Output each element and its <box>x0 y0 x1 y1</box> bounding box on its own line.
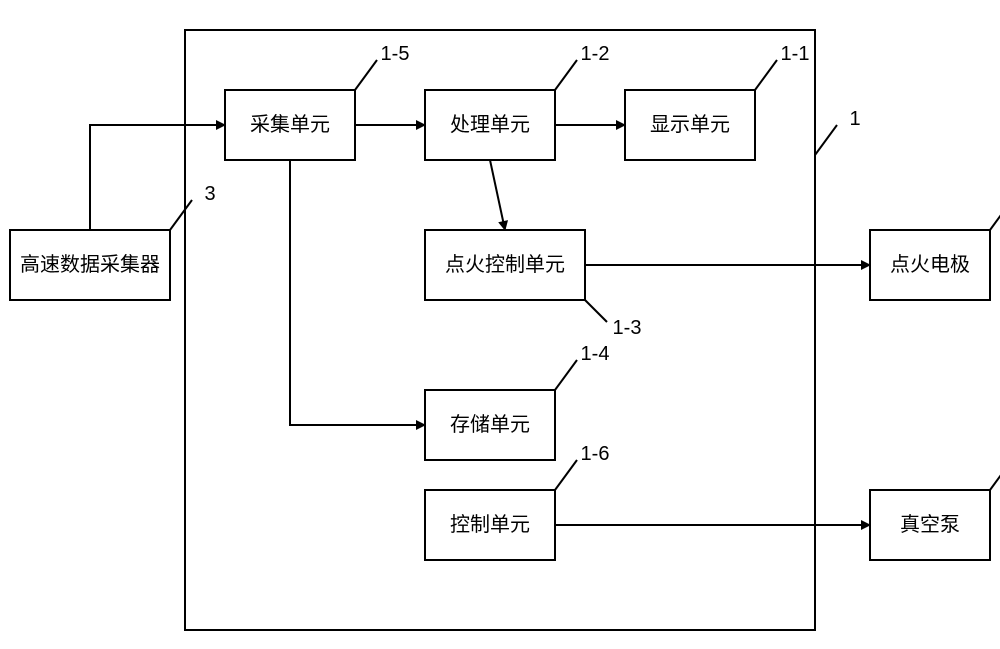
num-outer: 1 <box>849 108 860 130</box>
num-b1_3: 1-3 <box>613 317 642 339</box>
num-b3: 3 <box>204 183 215 205</box>
label-b1_3: 点火控制单元 <box>445 253 565 276</box>
label-b1_2: 处理单元 <box>450 113 530 136</box>
label-b1_1: 显示单元 <box>650 113 730 136</box>
num-b1_6: 1-6 <box>581 443 610 465</box>
num-b1_1: 1-1 <box>781 43 810 65</box>
label-b1_5: 采集单元 <box>250 113 330 136</box>
label-b5: 点火电极 <box>890 253 970 276</box>
label-b1_4: 存储单元 <box>450 413 530 436</box>
label-b2: 真空泵 <box>900 513 960 536</box>
num-b1_4: 1-4 <box>581 343 610 365</box>
label-b1_6: 控制单元 <box>450 513 530 536</box>
label-b3: 高速数据采集器 <box>20 253 160 276</box>
num-b1_5: 1-5 <box>381 43 410 65</box>
num-b1_2: 1-2 <box>581 43 610 65</box>
